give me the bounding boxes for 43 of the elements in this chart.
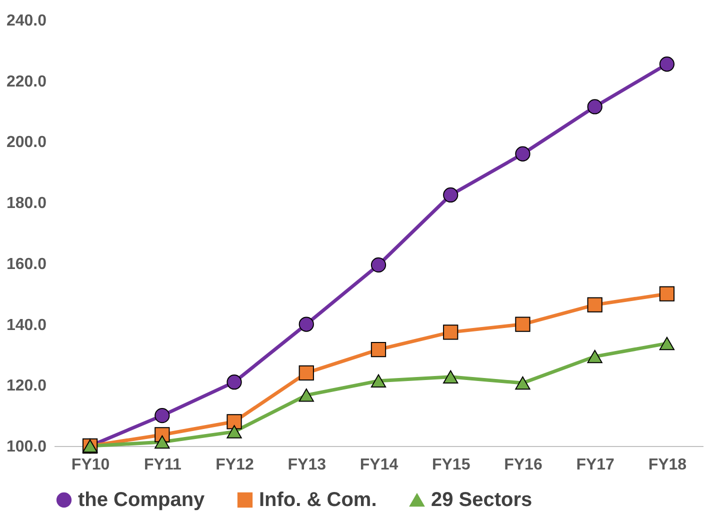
- point: [298, 388, 314, 402]
- x-tick-label: FY14: [360, 456, 398, 474]
- point: [370, 342, 386, 358]
- point: [515, 316, 530, 332]
- y-tick-label: 240.0: [6, 12, 47, 30]
- y-tick-label: 200.0: [6, 134, 47, 152]
- point: [659, 286, 675, 302]
- y-tick-label: 100.0: [6, 438, 47, 456]
- point: [659, 56, 675, 72]
- point: [515, 146, 530, 162]
- y-tick-label: 120.0: [6, 378, 47, 395]
- y-tick-label: 140.0: [6, 316, 47, 334]
- point: [443, 324, 458, 340]
- point: [154, 408, 170, 424]
- point: [298, 316, 314, 332]
- x-tick-label: FY16: [504, 456, 542, 474]
- x-tick-label: FY10: [71, 456, 110, 474]
- x-tick-label: FY18: [648, 456, 687, 474]
- point: [587, 99, 602, 114]
- point: [587, 350, 602, 364]
- point: [226, 425, 242, 438]
- point: [659, 336, 675, 350]
- point: [154, 435, 170, 449]
- point: [443, 187, 458, 203]
- legend-label: the Company: [78, 489, 206, 511]
- legend-label: 29 Sectors: [431, 489, 532, 511]
- x-tick-label: FY17: [576, 456, 615, 474]
- y-tick-label: 160.0: [6, 256, 47, 273]
- y-tick-label: 220.0: [6, 73, 47, 90]
- y-tick-label: 180.0: [6, 195, 47, 212]
- point: [370, 257, 386, 273]
- point: [370, 374, 386, 388]
- x-tick-label: FY13: [288, 456, 326, 474]
- point: [226, 414, 242, 430]
- x-tick-label: FY11: [144, 456, 182, 474]
- point: [298, 365, 314, 381]
- x-tick-label: FY12: [216, 456, 254, 474]
- point: [587, 297, 602, 312]
- point: [443, 370, 458, 384]
- x-tick-label: FY15: [432, 456, 470, 474]
- legend-label: Info. & Com.: [259, 489, 377, 511]
- point: [515, 376, 530, 390]
- point: [226, 374, 242, 390]
